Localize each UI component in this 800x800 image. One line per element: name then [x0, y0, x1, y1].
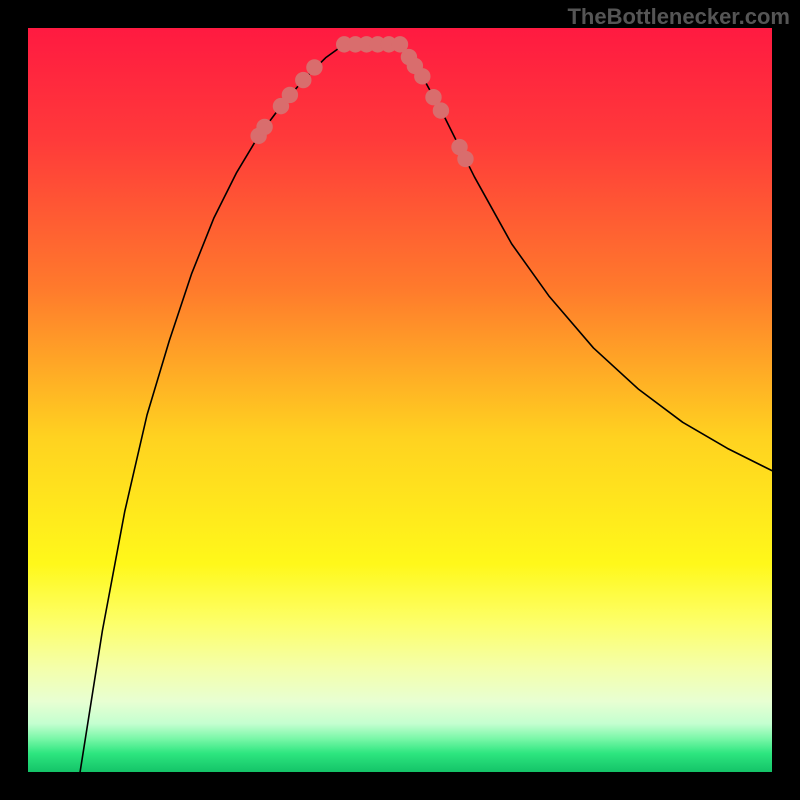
figure-outer: TheBottlenecker.com [0, 0, 800, 800]
watermark-text: TheBottlenecker.com [567, 4, 790, 30]
plot-area [28, 28, 772, 772]
marker-point [306, 59, 322, 75]
marker-point [457, 151, 473, 167]
marker-point [414, 68, 430, 84]
marker-point [256, 119, 272, 135]
marker-point [282, 87, 298, 103]
chart-svg [28, 28, 772, 772]
gradient-background [28, 28, 772, 772]
marker-point [433, 102, 449, 118]
marker-point [295, 72, 311, 88]
